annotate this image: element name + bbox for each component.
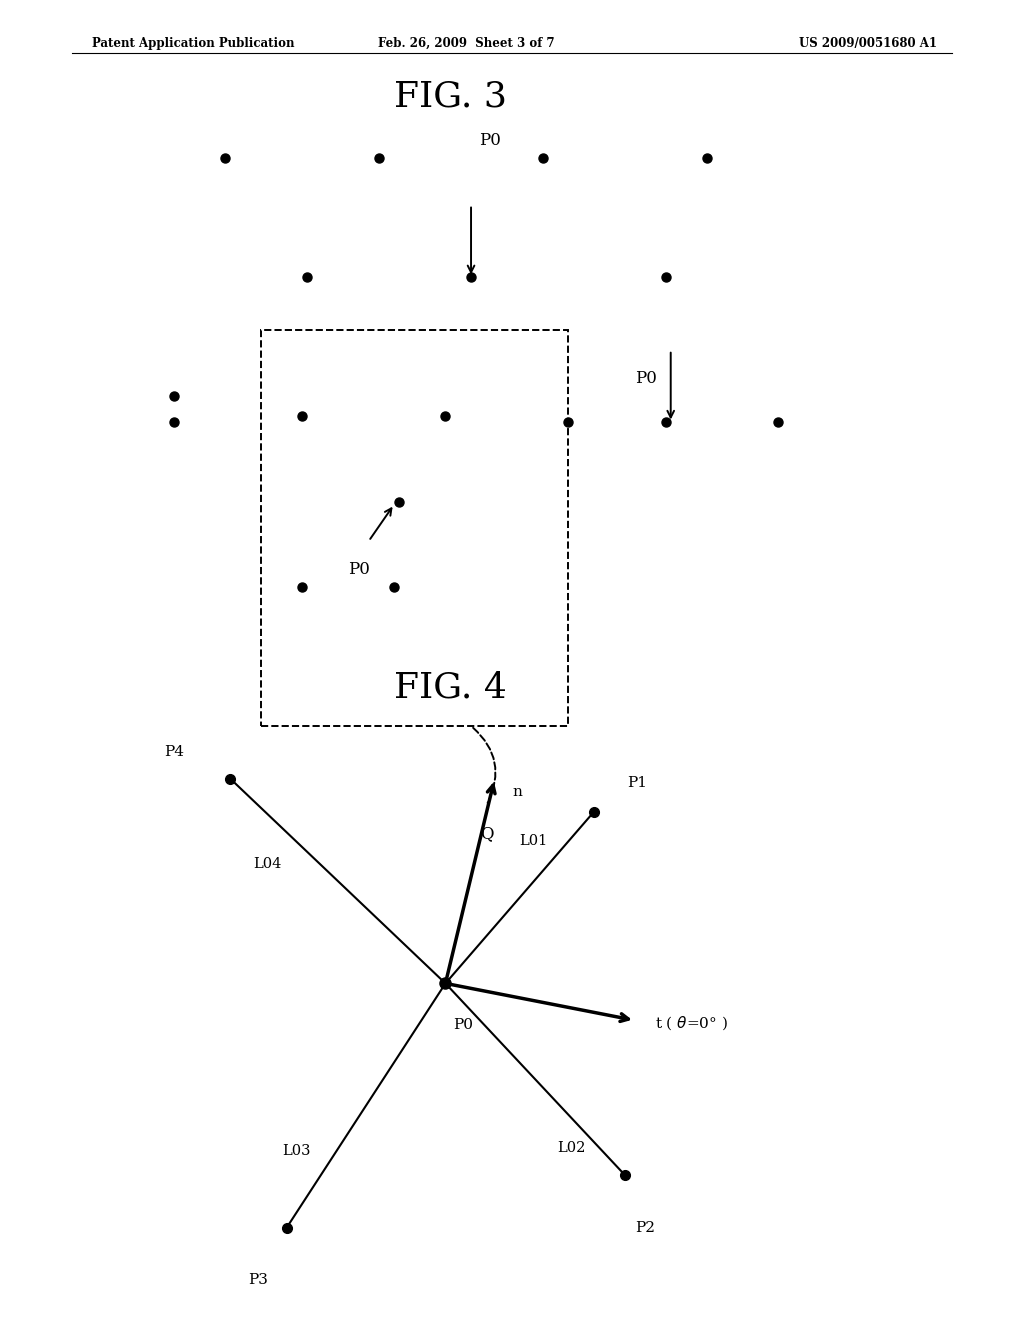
Text: n: n (512, 784, 522, 799)
Text: P0: P0 (479, 132, 501, 149)
Text: P2: P2 (635, 1221, 655, 1234)
Text: P0: P0 (348, 561, 370, 578)
Text: L04: L04 (253, 857, 282, 871)
Text: Patent Application Publication: Patent Application Publication (92, 37, 295, 50)
Text: Feb. 26, 2009  Sheet 3 of 7: Feb. 26, 2009 Sheet 3 of 7 (378, 37, 554, 50)
Text: P0: P0 (635, 370, 656, 387)
Text: P1: P1 (627, 776, 647, 789)
Bar (261, 330, 568, 726)
Text: Q: Q (479, 825, 494, 842)
Text: US 2009/0051680 A1: US 2009/0051680 A1 (799, 37, 937, 50)
Text: L02: L02 (557, 1142, 586, 1155)
Text: FIG. 4: FIG. 4 (394, 671, 507, 705)
Text: P4: P4 (164, 746, 184, 759)
Text: FIG. 3: FIG. 3 (394, 79, 507, 114)
Text: L03: L03 (283, 1143, 311, 1158)
Text: P0: P0 (454, 1018, 474, 1032)
Text: L01: L01 (519, 834, 547, 849)
Text: P3: P3 (248, 1274, 268, 1287)
Text: t ( $\theta$=0° ): t ( $\theta$=0° ) (655, 1014, 728, 1032)
